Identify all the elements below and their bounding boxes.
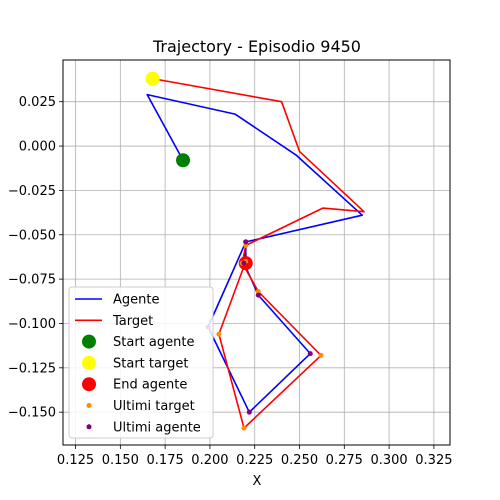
- x-tick-label: 0.325: [415, 453, 452, 468]
- legend-label-agente: Agente: [113, 293, 159, 308]
- y-tick-label: −0.150: [8, 406, 56, 421]
- x-tick-label: 0.200: [191, 453, 228, 468]
- legend: Agente Target Start agente Start target End …: [69, 287, 213, 438]
- y-tick-label: −0.050: [8, 228, 56, 243]
- point-ultimi-agente: [256, 293, 261, 298]
- y-tick-label: 0.025: [19, 95, 56, 110]
- x-tick-label: 0.150: [102, 453, 139, 468]
- point-ultimi-agente: [241, 261, 246, 266]
- point-start-target: [146, 72, 160, 86]
- point-ultimi-target: [319, 353, 324, 358]
- x-tick-label: 0.125: [57, 453, 94, 468]
- x-axis-label: X: [253, 474, 262, 489]
- legend-swatch-start-target: [82, 356, 96, 370]
- point-ultimi-target: [241, 426, 246, 431]
- legend-label-ultimi-target: Ultimi target: [113, 399, 195, 414]
- y-tick-label: 0.000: [19, 140, 56, 155]
- x-tick-label: 0.275: [326, 453, 363, 468]
- legend-swatch-start-agente: [82, 335, 96, 349]
- legend-swatch-ultimi-target: [87, 403, 92, 408]
- point-ultimi-target: [216, 332, 221, 337]
- y-tick-label: −0.025: [8, 184, 56, 199]
- legend-label-target: Target: [112, 314, 153, 329]
- legend-swatch-ultimi-agente: [87, 424, 92, 429]
- point-start-agente: [176, 153, 190, 167]
- x-tick-label: 0.300: [370, 453, 407, 468]
- legend-label-ultimi-agente: Ultimi agente: [113, 420, 201, 435]
- point-ultimi-agente: [247, 410, 252, 415]
- point-ultimi-agente: [243, 239, 248, 244]
- chart-title: Trajectory - Episodio 9450: [152, 37, 361, 56]
- x-tick-label: 0.225: [236, 453, 273, 468]
- legend-label-start-agente: Start agente: [113, 335, 194, 350]
- legend-label-start-target: Start target: [113, 356, 188, 371]
- y-tick-label: −0.125: [8, 361, 56, 376]
- legend-swatch-end-agente: [82, 377, 96, 391]
- x-tick-label: 0.175: [147, 453, 184, 468]
- legend-label-end-agente: End agente: [113, 378, 187, 393]
- point-ultimi-agente: [308, 351, 313, 356]
- x-tick-label: 0.250: [281, 453, 318, 468]
- y-tick-label: −0.100: [8, 317, 56, 332]
- y-tick-label: −0.075: [8, 273, 56, 288]
